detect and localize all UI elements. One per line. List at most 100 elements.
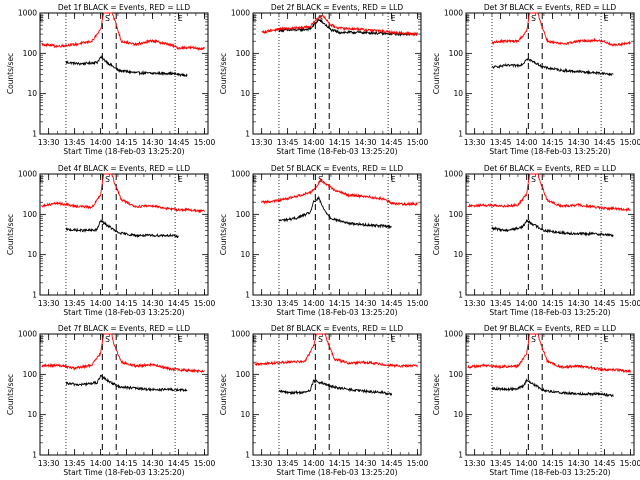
- y-tick-label: 1: [32, 291, 37, 300]
- x-tick-label: 14:30: [142, 138, 164, 147]
- x-tick-label: 13:30: [251, 138, 273, 147]
- interval-marker-label: E: [391, 335, 396, 344]
- x-tick-label: 15:00: [194, 459, 216, 468]
- x-tick-label: 14:00: [516, 138, 538, 147]
- plot-frame: [465, 12, 635, 135]
- y-tick-label: 100: [23, 370, 38, 379]
- lld-series-line: [261, 177, 418, 207]
- x-tick-label: 13:45: [277, 299, 299, 308]
- lld-series-line: [41, 12, 205, 51]
- x-tick-label: 14:30: [355, 299, 377, 308]
- x-axis-label: Start Time (18-Feb-03 13:25:20): [63, 468, 184, 477]
- y-tick-label: 100: [449, 49, 464, 58]
- events-series-line: [65, 374, 188, 393]
- y-tick-label: 10: [240, 89, 250, 98]
- x-tick-label: 13:30: [464, 459, 486, 468]
- x-tick-label: 14:00: [303, 299, 325, 308]
- plot-frame: [465, 333, 635, 456]
- y-axis-label: Counts/sec: [432, 374, 441, 415]
- x-tick-label: 15:00: [620, 459, 640, 468]
- plot-frame: [252, 333, 422, 456]
- lld-series-line: [467, 333, 631, 374]
- x-axis-label: Start Time (18-Feb-03 13:25:20): [276, 468, 397, 477]
- x-tick-label: 13:30: [38, 459, 60, 468]
- interval-marker-label: E: [604, 335, 609, 344]
- y-tick-label: 1000: [444, 330, 463, 339]
- y-axis-label: Counts/sec: [432, 53, 441, 94]
- plot-frame: [39, 173, 209, 296]
- x-tick-label: 14:45: [594, 299, 616, 308]
- plot-frame: [252, 173, 422, 296]
- x-tick-label: 13:45: [64, 459, 86, 468]
- events-series-line: [491, 58, 614, 77]
- x-tick-label: 14:15: [116, 138, 138, 147]
- y-axis-label: Counts/sec: [219, 374, 228, 415]
- panel-8: Det 8f BLACK = Events, RED = LLD 1 10 100 10…: [219, 324, 429, 477]
- x-tick-label: 14:30: [355, 459, 377, 468]
- events-series-line: [65, 219, 179, 239]
- x-axis-label: Start Time (18-Feb-03 13:25:20): [276, 147, 397, 156]
- x-tick-label: 13:45: [490, 299, 512, 308]
- x-tick-label: 13:30: [38, 299, 60, 308]
- x-tick-label: 13:30: [251, 459, 273, 468]
- y-tick-label: 1000: [444, 9, 463, 18]
- y-tick-label: 1: [245, 130, 250, 139]
- y-tick-label: 100: [449, 210, 464, 219]
- interval-marker-label: E: [39, 14, 44, 23]
- x-tick-label: 14:15: [542, 138, 564, 147]
- x-tick-label: 14:15: [329, 459, 351, 468]
- y-axis-label: Counts/sec: [6, 214, 15, 255]
- interval-marker-label: E: [604, 175, 609, 184]
- events-series-line: [491, 219, 614, 238]
- events-series-line: [278, 18, 418, 37]
- y-tick-label: 1: [245, 451, 250, 460]
- y-tick-label: 1000: [18, 330, 37, 339]
- x-tick-label: 14:45: [381, 138, 403, 147]
- x-tick-label: 15:00: [407, 299, 429, 308]
- x-tick-label: 13:30: [38, 138, 60, 147]
- x-tick-label: 14:45: [594, 138, 616, 147]
- x-tick-label: 14:30: [355, 138, 377, 147]
- y-tick-label: 100: [449, 370, 464, 379]
- y-tick-label: 1000: [18, 170, 37, 179]
- x-tick-label: 14:00: [303, 459, 325, 468]
- x-tick-label: 14:00: [90, 459, 112, 468]
- y-tick-label: 1000: [231, 170, 250, 179]
- y-axis-label: Counts/sec: [432, 214, 441, 255]
- y-tick-label: 1: [245, 291, 250, 300]
- x-tick-label: 15:00: [407, 459, 429, 468]
- y-tick-label: 100: [236, 210, 251, 219]
- panel-3: Det 3f BLACK = Events, RED = LLD 1 10 100 10…: [432, 3, 640, 156]
- x-axis-label: Start Time (18-Feb-03 13:25:20): [63, 308, 184, 317]
- interval-marker-label: E: [252, 335, 257, 344]
- x-axis-label: Start Time (18-Feb-03 13:25:20): [489, 147, 610, 156]
- x-tick-label: 14:00: [303, 138, 325, 147]
- plot-frame: [465, 173, 635, 296]
- x-tick-label: 13:45: [277, 459, 299, 468]
- y-tick-label: 1: [458, 451, 463, 460]
- panel-title: Det 3f BLACK = Events, RED = LLD: [484, 3, 617, 12]
- y-tick-label: 10: [453, 410, 463, 419]
- interval-marker-label: E: [178, 175, 183, 184]
- plot-frame: [252, 12, 422, 135]
- x-tick-label: 15:00: [407, 138, 429, 147]
- interval-marker-label: E: [252, 175, 257, 184]
- x-tick-label: 15:00: [194, 138, 216, 147]
- panel-title: Det 5f BLACK = Events, RED = LLD: [271, 164, 404, 173]
- y-tick-label: 100: [236, 49, 251, 58]
- y-axis-label: Counts/sec: [219, 214, 228, 255]
- x-tick-label: 15:00: [620, 138, 640, 147]
- x-tick-label: 14:45: [381, 299, 403, 308]
- events-series-line: [65, 55, 188, 78]
- x-axis-label: Start Time (18-Feb-03 13:25:20): [489, 308, 610, 317]
- y-tick-label: 1000: [231, 9, 250, 18]
- events-series-line: [491, 378, 614, 398]
- x-tick-label: 14:30: [568, 299, 590, 308]
- x-tick-label: 14:00: [90, 299, 112, 308]
- x-tick-label: 13:45: [64, 299, 86, 308]
- interval-marker-label: E: [465, 14, 470, 23]
- x-tick-label: 14:15: [329, 138, 351, 147]
- lld-series-line: [254, 333, 418, 369]
- panel-title: Det 4f BLACK = Events, RED = LLD: [58, 164, 191, 173]
- interval-marker-label: E: [39, 335, 44, 344]
